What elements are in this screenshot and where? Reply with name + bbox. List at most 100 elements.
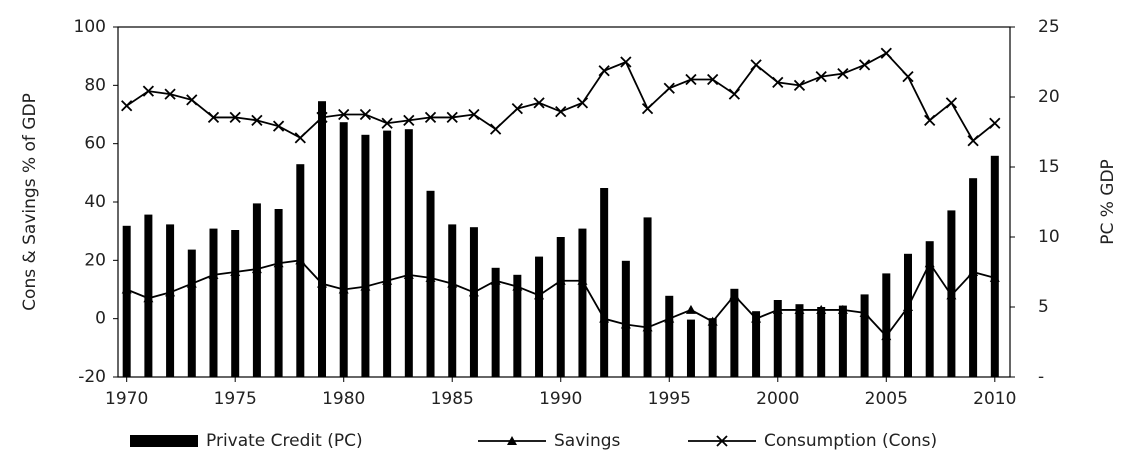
bar (773, 300, 782, 377)
point-marker (121, 100, 133, 112)
point-marker (945, 97, 958, 109)
point-marker (511, 103, 523, 115)
y2-tick-label: - (1038, 367, 1044, 387)
point-marker (620, 56, 632, 68)
legend-swatch (130, 435, 198, 447)
bar (187, 249, 196, 377)
point-marker (534, 290, 545, 300)
point-marker (902, 70, 914, 83)
bar (404, 129, 413, 377)
y-tick-label: 0 (95, 309, 106, 329)
point-marker (924, 114, 936, 126)
bar (990, 155, 999, 377)
point-marker (794, 304, 805, 314)
point-marker (663, 82, 675, 94)
legend-label: Private Credit (PC) (206, 431, 363, 451)
point-marker (685, 73, 697, 86)
y2-tick-label: 20 (1038, 87, 1060, 107)
point-marker (555, 275, 566, 285)
bar (426, 190, 435, 377)
point-marker (968, 267, 979, 276)
bar (621, 260, 630, 377)
bar (903, 253, 912, 377)
y2-tick-label: 10 (1038, 227, 1060, 247)
x-tick-label: 2000 (756, 389, 799, 409)
point-marker (403, 114, 415, 126)
point-marker (208, 269, 219, 279)
point-marker (881, 331, 892, 341)
point-marker (555, 105, 567, 118)
point-marker (142, 85, 155, 97)
x-tick-label: 2010 (973, 389, 1016, 409)
line (126, 52, 996, 143)
point-marker (685, 304, 696, 314)
point-marker (186, 94, 198, 106)
point-marker (815, 70, 827, 83)
legend-label: Consumption (Cons) (764, 431, 937, 451)
bar (730, 288, 739, 377)
point-marker (707, 73, 719, 86)
point-marker (512, 281, 523, 291)
bar (686, 319, 695, 377)
point-marker (294, 132, 306, 144)
point-marker (425, 272, 436, 282)
point-marker (229, 111, 241, 124)
point-marker (598, 65, 610, 77)
point-marker (359, 108, 372, 121)
point-marker (446, 111, 458, 124)
x-tick-label: 1995 (648, 389, 691, 409)
y-axis-title: Cons & Savings % of GDP (20, 93, 40, 311)
point-marker (772, 76, 784, 89)
bar (209, 228, 218, 377)
point-marker (989, 117, 1001, 129)
bar (969, 178, 978, 377)
bar (643, 217, 652, 377)
point-marker (165, 287, 176, 297)
point-marker (164, 88, 176, 100)
point-marker (207, 111, 220, 124)
point-marker (664, 313, 675, 323)
x-tick-label: 1990 (539, 389, 582, 409)
point-marker (576, 97, 589, 109)
point-marker (338, 108, 350, 121)
bar (448, 224, 457, 377)
point-marker (859, 307, 870, 317)
bar (339, 122, 348, 377)
point-marker (902, 302, 913, 311)
bar (838, 305, 847, 377)
x-tick-label: 1975 (214, 389, 257, 409)
bar (817, 307, 826, 377)
y-tick-label: 80 (84, 75, 106, 95)
point-marker (751, 313, 762, 323)
point-marker (273, 258, 284, 268)
point-marker (728, 88, 741, 100)
x-tick-label: 2005 (865, 389, 908, 409)
y-tick-label: 60 (84, 134, 106, 154)
point-marker (121, 284, 132, 294)
point-marker (989, 272, 1000, 282)
bar (361, 134, 370, 377)
bar (795, 304, 804, 377)
point-marker (858, 59, 871, 71)
point-marker (230, 267, 241, 276)
point-marker (707, 316, 718, 326)
point-marker (641, 103, 654, 115)
legend-marker (507, 436, 517, 445)
bar (122, 225, 131, 377)
x-tick-label: 1980 (322, 389, 365, 409)
point-marker (946, 290, 957, 300)
point-marker (490, 275, 501, 285)
legend-label: Savings (554, 431, 621, 451)
bar (231, 230, 240, 377)
bar (383, 130, 392, 377)
bar (578, 228, 587, 377)
point-marker (251, 264, 262, 274)
point-marker (403, 269, 414, 279)
point-marker (924, 258, 935, 268)
bar (296, 164, 305, 377)
bar (274, 209, 283, 377)
bar (925, 241, 934, 377)
y-tick-label: 40 (84, 192, 106, 212)
point-marker (316, 111, 328, 124)
